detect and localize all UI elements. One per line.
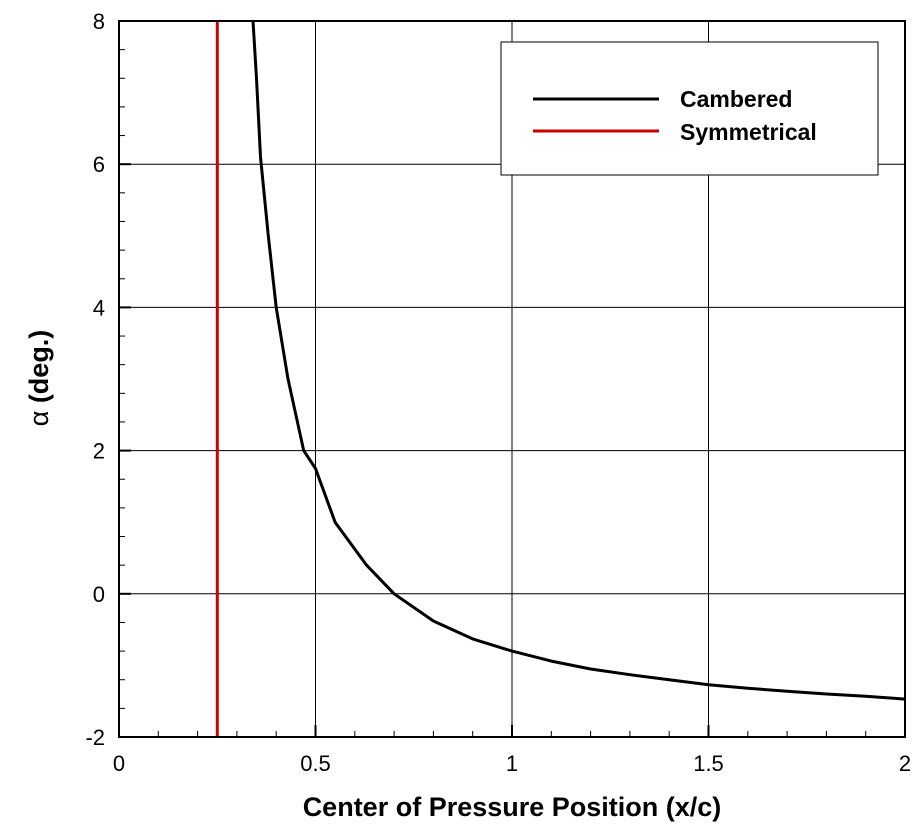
y-axis-title: α (deg.) [24,330,54,427]
y-tick-label: 8 [93,9,105,34]
y-tick-label: 2 [93,439,105,464]
legend-label-symmetrical: Symmetrical [680,119,817,145]
x-tick-label: 0 [113,751,125,776]
series-layer [215,20,906,737]
legend-label-cambered: Cambered [680,86,792,112]
y-axis-symbol: α [24,411,54,427]
y-tick-label: 0 [93,582,105,607]
y-axis-unit: (deg.) [24,330,54,411]
tick-labels: 0 0.5 1 1.5 2 -2 0 2 4 6 8 [85,9,911,776]
x-tick-label: 1.5 [693,751,724,776]
y-tick-label: -2 [85,725,105,750]
y-tick-label: 6 [93,152,105,177]
x-tick-label: 0.5 [300,751,331,776]
x-tick-label: 2 [899,751,911,776]
legend-box [500,41,879,176]
series-line-cambered [251,20,906,701]
legend: Cambered Symmetrical [500,41,879,176]
y-tick-label: 4 [93,295,105,320]
x-tick-label: 1 [506,751,518,776]
plot-frame [118,20,906,738]
x-axis-title: Center of Pressure Position (x/c) [303,792,722,822]
